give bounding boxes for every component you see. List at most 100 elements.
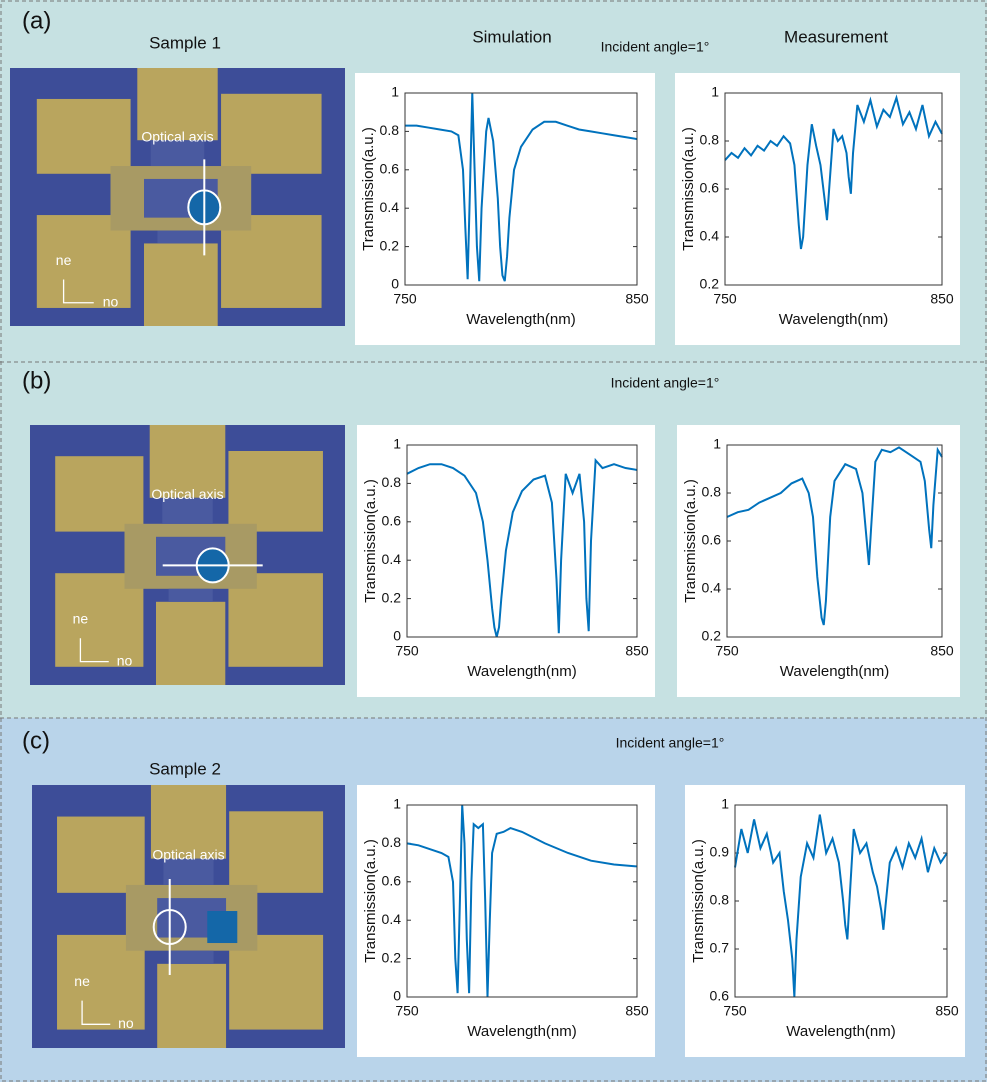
axes-box — [406, 444, 638, 638]
axes-box — [404, 92, 638, 286]
image-label: ne — [56, 252, 72, 268]
angle-note: Incident angle=1° — [611, 375, 720, 391]
y-tick-label: 0 — [391, 276, 399, 292]
y-tick-label: 1 — [721, 796, 729, 812]
y-tick-label: 0.6 — [380, 161, 400, 177]
image-region — [36, 98, 131, 174]
y-tick-label: 0.4 — [380, 199, 400, 215]
image-region — [157, 963, 227, 1048]
image-label: ne — [73, 611, 89, 627]
y-axis-label: Transmission(a.u.) — [362, 839, 379, 963]
y-tick-label: 0.6 — [382, 513, 402, 529]
data-line — [405, 92, 638, 282]
y-tick-label: 0.6 — [700, 180, 720, 196]
x-tick-label: 750 — [713, 291, 737, 307]
x-tick-label: 850 — [930, 643, 954, 659]
image-region — [168, 588, 213, 602]
y-axis-label: Transmission(a.u.) — [680, 127, 697, 251]
column-header: Simulation — [472, 27, 551, 46]
panel-label: (c) — [22, 727, 50, 754]
x-tick-label: 850 — [625, 291, 649, 307]
y-tick-label: 0.7 — [710, 940, 730, 956]
image-region — [149, 425, 226, 498]
x-tick-label: 750 — [395, 1003, 419, 1019]
axes-box — [724, 92, 943, 286]
y-tick-label: 0 — [393, 628, 401, 644]
data-line — [726, 446, 943, 626]
y-tick-label: 0 — [393, 988, 401, 1004]
y-tick-label: 0.8 — [700, 132, 720, 148]
y-axis-label: Transmission(a.u.) — [360, 127, 377, 251]
x-tick-label: 850 — [625, 643, 649, 659]
y-tick-label: 1 — [391, 84, 399, 100]
image-label: no — [117, 652, 133, 668]
y-tick-label: 0.2 — [702, 628, 722, 644]
y-axis-label: Transmission(a.u.) — [682, 479, 699, 603]
x-tick-label: 850 — [625, 1003, 649, 1019]
y-tick-label: 0.6 — [702, 532, 722, 548]
angle-note: Incident angle=1° — [601, 39, 710, 55]
y-tick-label: 1 — [393, 436, 401, 452]
image-region — [150, 785, 227, 859]
image-region — [169, 950, 214, 964]
y-tick-label: 0.2 — [700, 276, 720, 292]
axes-box — [406, 804, 638, 998]
y-tick-label: 0.4 — [702, 580, 722, 596]
image-region — [221, 93, 322, 174]
axis-arrow — [62, 279, 94, 304]
image-region — [150, 140, 205, 167]
y-axis-label: Transmission(a.u.) — [690, 839, 707, 963]
x-tick-label: 850 — [935, 1003, 959, 1019]
image-label: no — [103, 293, 119, 309]
image-label: ne — [74, 973, 90, 989]
image-region — [144, 243, 218, 326]
panel-label: (a) — [22, 7, 51, 34]
data-line — [734, 814, 948, 998]
image-label: Optical axis — [141, 128, 213, 144]
x-axis-label: Wavelength(nm) — [467, 663, 576, 680]
image-region — [57, 816, 145, 893]
y-tick-label: 0.8 — [702, 484, 722, 500]
x-axis-label: Wavelength(nm) — [786, 1023, 895, 1040]
image-label: Optical axis — [152, 847, 224, 863]
y-tick-label: 0.2 — [382, 589, 402, 605]
x-tick-label: 750 — [395, 643, 419, 659]
x-tick-label: 750 — [715, 643, 739, 659]
panel-label: (b) — [22, 367, 51, 394]
y-tick-label: 0.6 — [382, 873, 402, 889]
y-tick-label: 0.8 — [380, 122, 400, 138]
column-header: Measurement — [784, 27, 888, 46]
x-axis-label: Wavelength(nm) — [466, 311, 575, 328]
sample-square — [207, 911, 238, 944]
y-tick-label: 0.4 — [382, 551, 402, 567]
data-line — [724, 94, 943, 250]
y-tick-label: 1 — [393, 796, 401, 812]
sample-label: Sample 2 — [149, 759, 221, 778]
image-region — [163, 858, 214, 885]
y-tick-label: 0.6 — [710, 988, 730, 1004]
y-tick-label: 0.4 — [700, 228, 720, 244]
angle-note: Incident angle=1° — [616, 735, 725, 751]
y-tick-label: 1 — [713, 436, 721, 452]
image-region — [156, 601, 226, 685]
x-axis-label: Wavelength(nm) — [467, 1023, 576, 1040]
image-label: Optical axis — [151, 486, 223, 502]
image-region — [157, 230, 205, 244]
y-tick-label: 0.9 — [710, 844, 730, 860]
x-axis-label: Wavelength(nm) — [780, 663, 889, 680]
y-tick-label: 0.2 — [382, 949, 402, 965]
data-line — [406, 457, 638, 638]
image-region — [229, 811, 324, 893]
chart-bg — [685, 785, 965, 1057]
image-region — [162, 497, 213, 524]
y-tick-label: 0.8 — [710, 892, 730, 908]
x-axis-label: Wavelength(nm) — [779, 311, 888, 328]
image-region — [228, 451, 323, 532]
axes-box — [734, 804, 948, 998]
axis-arrow — [79, 638, 109, 663]
sample-label: Sample 1 — [149, 33, 221, 52]
x-tick-label: 850 — [930, 291, 954, 307]
x-tick-label: 750 — [723, 1003, 747, 1019]
y-tick-label: 0.8 — [382, 474, 402, 490]
